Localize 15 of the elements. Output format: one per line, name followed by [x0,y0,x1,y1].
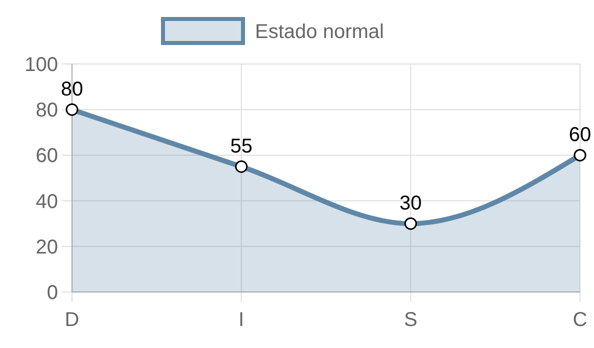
data-label: 55 [230,136,252,158]
y-tick-label: 20 [36,236,58,258]
y-tick-label: 100 [24,54,58,76]
y-tick-label: 60 [36,145,58,168]
y-tick-label: 0 [46,282,58,304]
data-label: 60 [568,124,592,146]
x-tick-label: D [64,309,80,331]
x-tick-label: C [572,309,588,331]
y-tick-label: 80 [36,100,58,122]
x-tick-label: S [404,309,418,331]
x-tick-label: I [238,309,244,331]
legend-label: Estado normal [255,21,384,43]
data-label: 30 [400,192,422,215]
y-tick-label: 40 [36,190,58,213]
data-label: 80 [60,78,84,101]
